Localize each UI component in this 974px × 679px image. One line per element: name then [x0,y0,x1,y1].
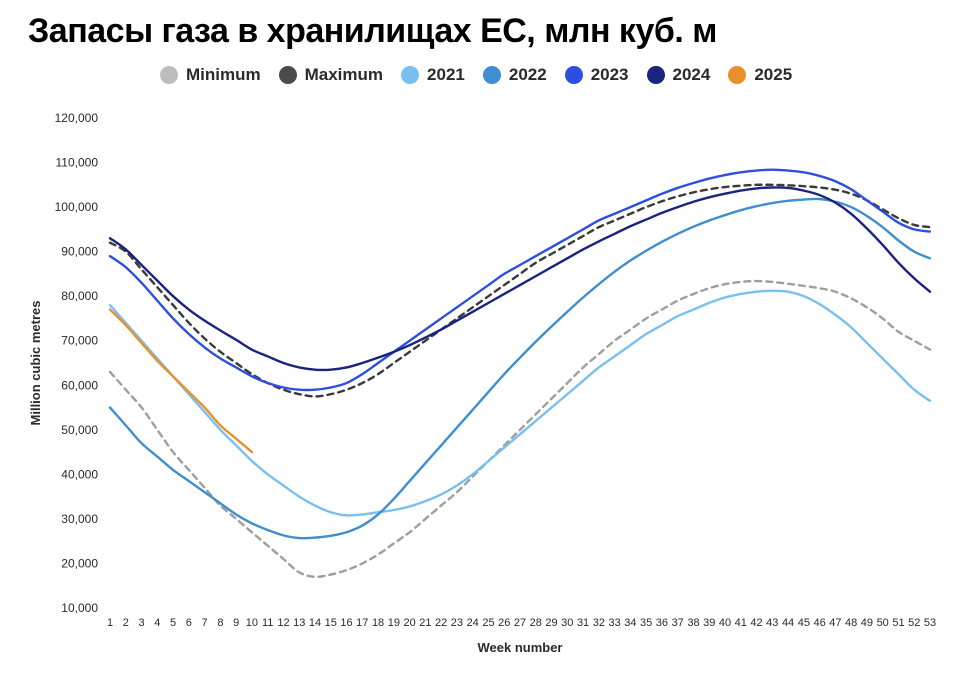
series-y2021 [110,291,930,516]
xtick-label: 17 [356,617,368,629]
xtick-label: 12 [277,617,289,629]
xtick-label: 27 [514,617,526,629]
xtick-label: 6 [186,617,192,629]
xtick-label: 44 [782,617,794,629]
xtick-label: 39 [703,617,715,629]
ytick-label: 50,000 [61,423,98,437]
ytick-label: 80,000 [61,289,98,303]
ytick-label: 90,000 [61,245,98,259]
xtick-label: 43 [766,617,778,629]
xtick-label: 13 [293,617,305,629]
xtick-label: 4 [154,617,160,629]
xtick-label: 7 [202,617,208,629]
xtick-label: 50 [877,617,889,629]
xtick-label: 52 [908,617,920,629]
ytick-label: 110,000 [56,156,99,170]
series-y2022 [110,199,930,538]
x-axis-label: Week number [477,640,562,655]
xtick-label: 34 [624,617,636,629]
xtick-label: 8 [217,617,223,629]
xtick-label: 47 [829,617,841,629]
ytick-label: 70,000 [61,334,98,348]
xtick-label: 9 [233,617,239,629]
xtick-label: 53 [924,617,936,629]
xtick-label: 37 [672,617,684,629]
xtick-label: 51 [892,617,904,629]
xtick-label: 35 [640,617,652,629]
xtick-label: 33 [608,617,620,629]
xtick-label: 14 [309,617,321,629]
series-minimum [110,281,930,577]
ytick-label: 30,000 [61,512,98,526]
ytick-label: 40,000 [61,467,98,481]
xtick-label: 42 [750,617,762,629]
xtick-label: 41 [735,617,747,629]
ytick-label: 60,000 [61,378,98,392]
xtick-label: 29 [545,617,557,629]
xtick-label: 10 [246,617,258,629]
xtick-label: 2 [123,617,129,629]
xtick-label: 48 [845,617,857,629]
xtick-label: 46 [813,617,825,629]
xtick-label: 26 [498,617,510,629]
ytick-label: 10,000 [61,601,98,615]
xtick-label: 32 [593,617,605,629]
xtick-label: 25 [482,617,494,629]
xtick-label: 16 [340,617,352,629]
ytick-label: 120,000 [55,111,99,125]
xtick-label: 40 [719,617,731,629]
xtick-label: 19 [388,617,400,629]
xtick-label: 24 [467,617,479,629]
xtick-label: 31 [577,617,589,629]
ytick-label: 100,000 [55,200,99,214]
xtick-label: 28 [530,617,542,629]
xtick-label: 45 [798,617,810,629]
xtick-label: 11 [262,617,273,629]
line-chart-svg: 10,000 20,000 30,000 40,000 50,000 60,000 70,0… [0,0,974,679]
xtick-label: 36 [656,617,668,629]
series-y2024 [110,187,930,370]
xtick-label: 3 [138,617,144,629]
xtick-label: 1 [107,617,113,629]
xtick-label: 20 [403,617,415,629]
xtick-label: 5 [170,617,176,629]
chart-area: 10,000 20,000 30,000 40,000 50,000 60,000 70,0… [0,0,974,679]
ytick-label: 20,000 [61,556,98,570]
xtick-label: 30 [561,617,573,629]
y-axis-label: Million cubic metres [28,301,43,426]
xtick-label: 18 [372,617,384,629]
xtick-label: 38 [687,617,699,629]
xtick-label: 23 [451,617,463,629]
xtick-label: 22 [435,617,447,629]
xtick-label: 21 [419,617,431,629]
xtick-label: 49 [861,617,873,629]
xtick-label: 15 [325,617,337,629]
